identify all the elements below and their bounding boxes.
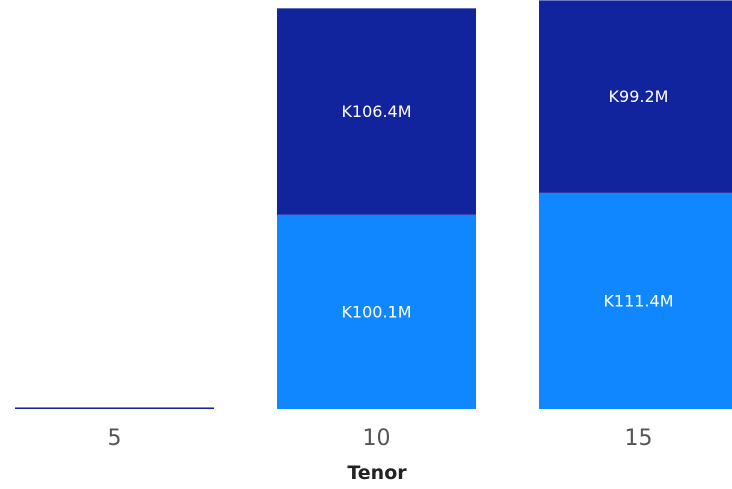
x-tick-label-15: 15 [625,426,653,451]
bar-segment-10-series-2 [277,8,476,215]
bar-segment-15-series-1 [539,192,732,409]
value-labels-group: K100.1M K106.4M K111.4M K99.2M [341,87,673,321]
data-label-15-series-1: K111.4M [603,291,673,310]
data-label-10-series-1: K100.1M [341,302,411,321]
x-axis-ticks: 5 10 15 [108,426,653,451]
x-tick-label-5: 5 [108,426,122,451]
data-label-15-series-2: K99.2M [609,87,669,106]
x-tick-label-10: 10 [363,426,391,451]
bar-segment-15-series-2 [539,0,732,193]
data-label-10-series-2: K106.4M [341,102,411,121]
bar-segment-10-series-1 [277,214,476,409]
bar-segment-5-series-2 [15,407,214,409]
x-axis-title: Tenor [347,462,407,484]
bars-group [15,0,732,409]
